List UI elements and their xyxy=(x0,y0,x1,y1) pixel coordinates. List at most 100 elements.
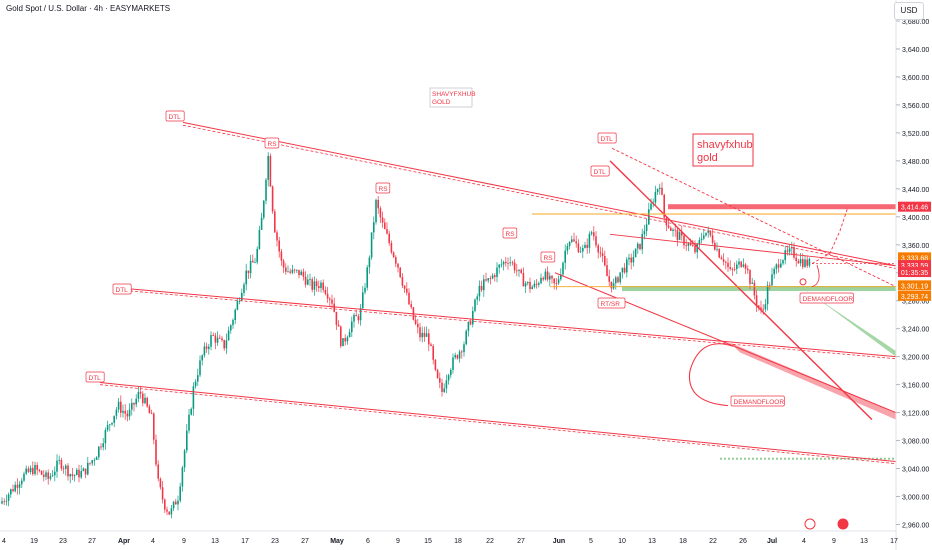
candle-body xyxy=(76,469,78,476)
candle-body xyxy=(659,187,661,189)
candle-body xyxy=(315,281,318,287)
candle-body xyxy=(549,275,551,280)
candle-body xyxy=(150,413,153,415)
candle-body xyxy=(432,346,434,360)
price-tag-label: 3,414.46 xyxy=(901,205,928,212)
candle-body xyxy=(729,267,731,269)
candle-body xyxy=(236,301,239,310)
candles[interactable] xyxy=(1,152,811,519)
candle-body xyxy=(304,276,307,285)
currency-button[interactable]: USD xyxy=(894,2,924,20)
candle-body xyxy=(742,264,745,267)
candle-body xyxy=(674,229,676,231)
candle-body xyxy=(45,472,47,477)
candle-body xyxy=(192,386,195,409)
candle-body xyxy=(320,282,322,289)
candle-body xyxy=(113,415,115,423)
candle-body xyxy=(725,261,727,263)
candle-body xyxy=(146,397,148,407)
candle-body xyxy=(54,471,56,476)
candle-body xyxy=(89,462,91,464)
rs-line xyxy=(554,272,897,414)
channel-top xyxy=(609,233,897,267)
lower-dtl-dashed xyxy=(99,384,897,465)
candle-body xyxy=(417,323,419,328)
candle-body xyxy=(104,429,107,444)
price-tick-label: 3,520.00 xyxy=(902,131,929,138)
candle-body xyxy=(584,244,586,249)
candle-body xyxy=(544,271,547,280)
candle-body xyxy=(524,283,527,287)
candle-body xyxy=(3,501,5,503)
candle-body xyxy=(71,474,74,476)
candle-body xyxy=(553,278,555,284)
annotation-label: RS xyxy=(379,186,389,193)
candle-body xyxy=(384,222,386,230)
time-axis[interactable]: 4 19 23 27 Apr 4 9 13 17 23 27 May 6 9 15 18 22 27 Jun 5 10 1… xyxy=(0,530,898,545)
candle-body xyxy=(120,401,122,413)
candle-body xyxy=(5,500,8,502)
candle-body xyxy=(577,243,580,253)
price-tag-bg xyxy=(898,290,931,301)
candle-body xyxy=(69,474,71,477)
candle-body xyxy=(610,281,613,289)
candle-body xyxy=(133,402,135,405)
candle-body xyxy=(716,249,718,250)
time-tick-label: 4 xyxy=(151,538,155,545)
candle-body xyxy=(399,267,401,278)
candle-body xyxy=(780,263,782,268)
symbol-title[interactable]: Gold Spot / U.S. Dollar · 4h · EASYMARKE… xyxy=(6,4,171,13)
price-tick-label: 3,000.00 xyxy=(902,495,929,502)
candle-body xyxy=(351,321,353,333)
candle-body xyxy=(749,270,751,284)
annotation-label: DTL xyxy=(594,169,607,176)
candle-body xyxy=(73,475,76,476)
candle-body xyxy=(199,360,201,376)
event-icon xyxy=(804,518,816,530)
annotation-box xyxy=(730,395,785,407)
candle-body xyxy=(588,233,591,248)
candle-body xyxy=(487,278,489,281)
candle-body xyxy=(436,369,439,379)
candle-body xyxy=(788,248,791,252)
candle-body xyxy=(720,257,723,260)
annotation-label: RS xyxy=(506,231,516,238)
candle-body xyxy=(188,414,190,431)
candle-body xyxy=(238,300,241,302)
candle-body xyxy=(318,286,320,289)
candle-body xyxy=(225,340,228,349)
candle-body xyxy=(170,508,173,515)
candle-body xyxy=(49,476,52,479)
candle-body xyxy=(155,439,157,465)
candle-body xyxy=(782,260,784,264)
candle-body xyxy=(201,355,203,361)
candle-body xyxy=(434,359,437,370)
price-tag-bg xyxy=(898,267,931,278)
time-tick-label: 4 xyxy=(2,538,6,545)
candle-body xyxy=(40,470,43,475)
marker-circle xyxy=(799,278,807,286)
candle-body xyxy=(447,375,450,381)
candle-body xyxy=(111,422,113,425)
candle-body xyxy=(205,346,208,349)
candle-body xyxy=(406,288,408,293)
candle-body xyxy=(368,257,371,268)
candle-body xyxy=(258,229,261,249)
time-tick-label: 26 xyxy=(739,538,747,545)
candle-body xyxy=(408,292,410,305)
candle-body xyxy=(291,269,294,273)
price-tick-label: 3,640.00 xyxy=(902,47,929,54)
candle-body xyxy=(27,468,30,472)
candle-body xyxy=(421,332,423,338)
candle-body xyxy=(452,357,454,371)
watermark-line1: SHAVYFXHUB xyxy=(432,91,476,98)
candle-body xyxy=(135,398,137,405)
candle-body xyxy=(489,278,492,279)
candle-body xyxy=(115,409,118,416)
candle-body xyxy=(663,194,665,218)
candle-body xyxy=(806,259,808,266)
candle-body xyxy=(245,270,247,285)
candle-body xyxy=(665,217,668,226)
